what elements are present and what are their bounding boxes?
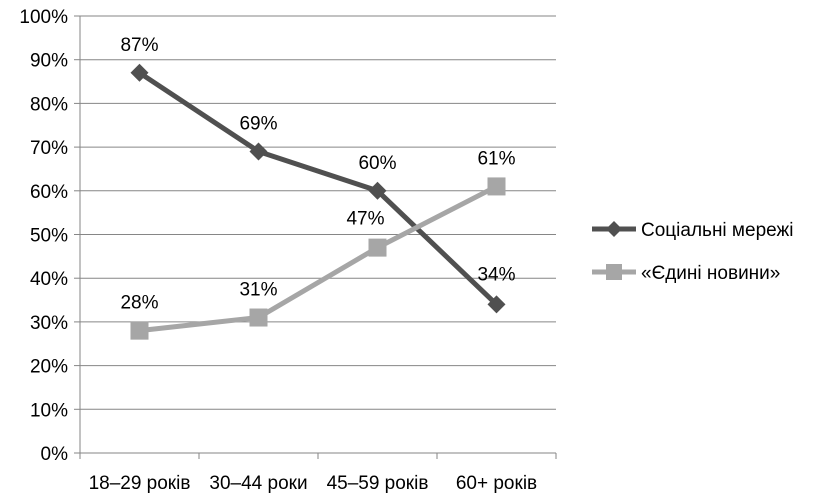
legend-label: Соціальні мережі <box>641 220 793 241</box>
data-label: 34% <box>477 264 515 285</box>
y-tick-label: 0% <box>41 444 69 465</box>
y-tick-label: 40% <box>30 269 68 290</box>
y-tick-label: 60% <box>30 182 68 203</box>
legend-diamond-icon <box>606 221 622 237</box>
series-line <box>138 70 499 307</box>
x-tick-label: 60+ років <box>456 473 537 494</box>
data-label: 31% <box>239 280 277 301</box>
y-tick-label: 20% <box>30 357 68 378</box>
x-tick-label: 45–59 років <box>327 473 429 494</box>
square-marker <box>130 321 149 340</box>
legend-label: «Єдині новини» <box>641 263 780 284</box>
data-label: 28% <box>120 293 158 314</box>
square-marker <box>368 238 387 257</box>
y-axis-ticks: 0% 10% 20% 30% 40% 50% 60% 70% 80% 90% 100% <box>19 7 80 465</box>
y-tick-label: 50% <box>30 226 68 247</box>
data-label: 60% <box>358 153 396 174</box>
legend: Соціальні мережі «Єдині новини» <box>592 220 793 284</box>
x-axis-ticks: 18–29 років 30–44 роки 45–59 років 60+ рокі… <box>79 453 557 494</box>
diamond-marker <box>368 181 387 200</box>
diamond-marker <box>130 63 149 82</box>
data-label: 61% <box>477 148 515 169</box>
y-tick-label: 10% <box>30 400 68 421</box>
y-tick-label: 90% <box>30 51 68 72</box>
data-labels: 87% 69% 60% 34% 28% 31% 47% 61% <box>120 35 515 314</box>
y-tick-label: 70% <box>30 138 68 159</box>
x-tick-label: 30–44 роки <box>209 473 307 494</box>
y-tick-label: 100% <box>19 7 68 28</box>
data-label: 87% <box>120 35 158 56</box>
data-label: 47% <box>346 209 384 230</box>
x-tick-label: 18–29 років <box>89 473 191 494</box>
y-tick-label: 80% <box>30 94 68 115</box>
data-label: 69% <box>239 113 277 134</box>
square-marker <box>487 177 506 196</box>
series-layer <box>130 63 506 340</box>
diamond-marker <box>487 295 506 314</box>
legend-square-icon <box>606 264 622 280</box>
y-tick-label: 30% <box>30 313 68 334</box>
series-line <box>139 184 498 334</box>
diamond-marker <box>249 142 268 161</box>
gridlines <box>80 15 556 454</box>
square-marker <box>249 308 268 327</box>
